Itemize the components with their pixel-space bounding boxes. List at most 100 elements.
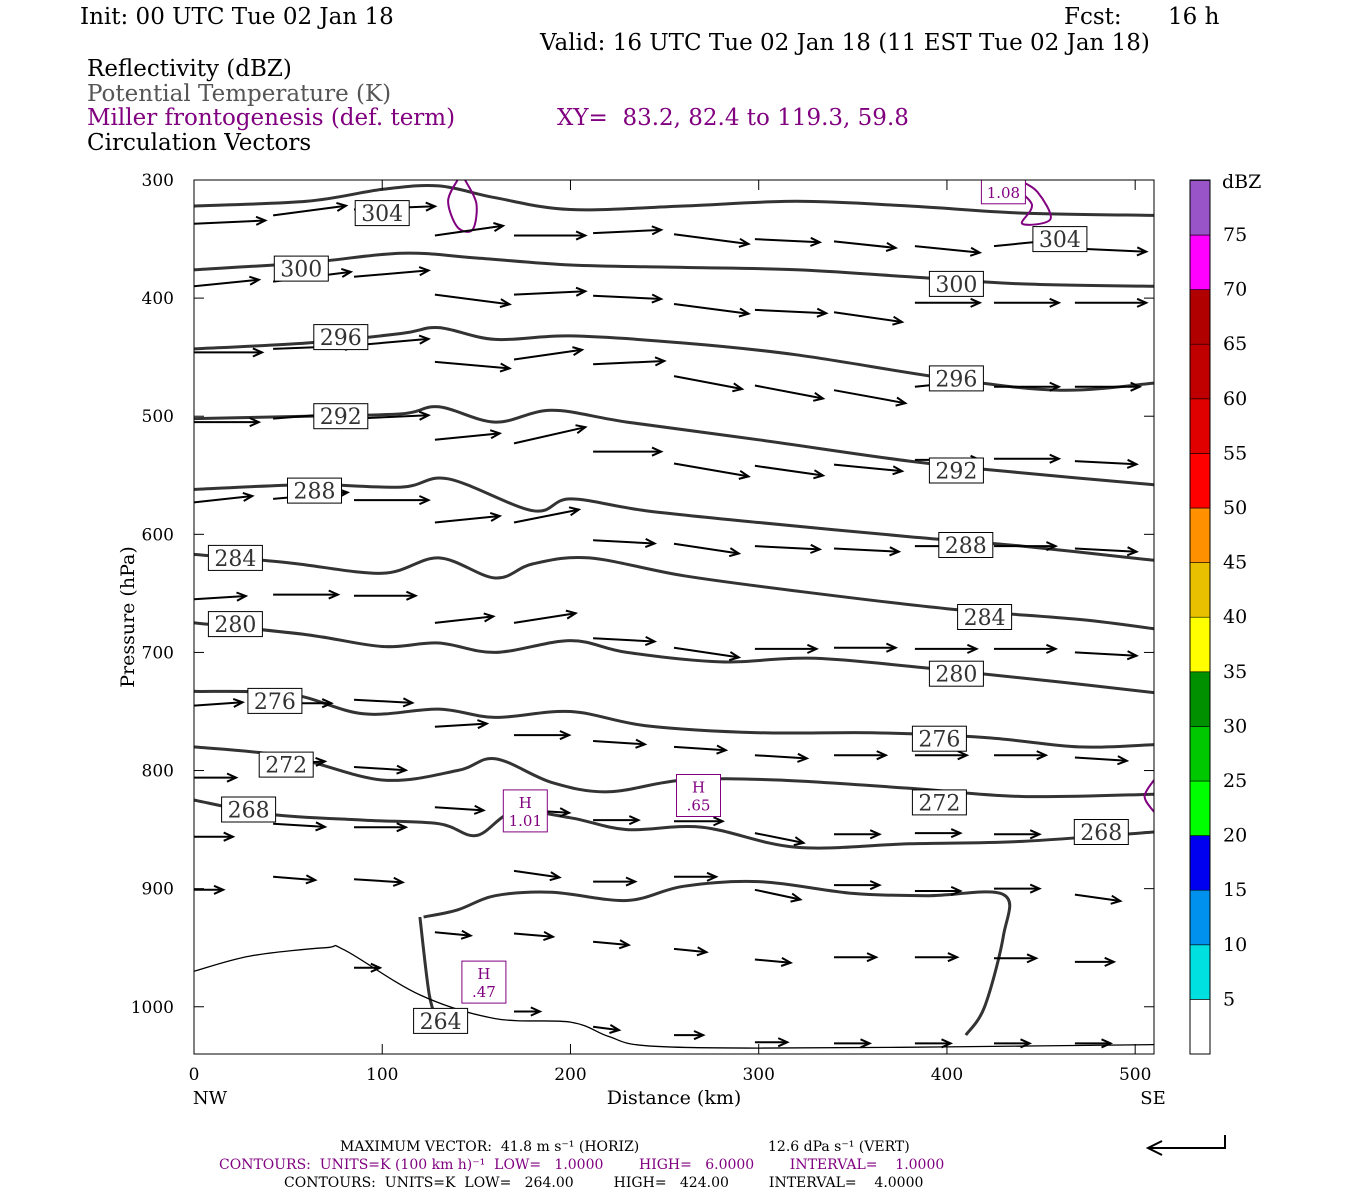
vector-head (895, 396, 908, 407)
circulation-vector (513, 424, 588, 445)
circulation-vector (592, 1024, 622, 1034)
theta-label-text: 264 (420, 1010, 462, 1035)
vector-shaft (673, 947, 707, 954)
vector-head (305, 874, 318, 885)
circulation-vector (272, 201, 349, 217)
circulation-vector (1074, 1038, 1114, 1049)
vector-shaft (673, 233, 749, 245)
circulation-vector (994, 381, 1062, 392)
vector-head (644, 636, 658, 647)
vector-head (1136, 246, 1149, 257)
vector-head (213, 884, 226, 895)
vector-head (941, 1038, 954, 1049)
vector-shaft (833, 240, 896, 249)
vector-shaft (593, 539, 655, 545)
field-theta: Potential Temperature (K) (87, 81, 392, 107)
frontogenesis-label-box (461, 960, 507, 1004)
colorbar-segment (1189, 453, 1211, 509)
field-reflectivity: Reflectivity (dBZ) (87, 56, 292, 82)
colorbar-level-label: 10 (1223, 934, 1247, 956)
theta-contour-label: 300 (928, 270, 984, 298)
theta-contour-label: 304 (1032, 226, 1088, 253)
circulation-vector (833, 546, 902, 557)
circulation-vector (514, 1006, 543, 1017)
circulation-vector (914, 643, 979, 654)
vector-shaft (593, 360, 665, 366)
circulation-vector (674, 816, 726, 827)
circulation-vector (754, 543, 823, 554)
y-tick-label: 700 (142, 643, 174, 663)
theta-label-box (207, 611, 263, 638)
circulation-vector (833, 240, 899, 252)
vector-shaft (194, 278, 259, 288)
colorbar-title: dBZ (1222, 171, 1261, 193)
circulation-vector (194, 884, 226, 895)
circulation-vector (194, 417, 262, 428)
vector-head (810, 543, 823, 554)
vector-head (947, 952, 960, 963)
circulation-vector (1074, 650, 1139, 661)
colorbar-level-label: 70 (1223, 279, 1247, 301)
vector-shaft (434, 615, 494, 624)
theta-contour-label: 296 (928, 365, 984, 392)
frontogenesis-contour (447, 180, 478, 233)
vector-head (892, 465, 905, 476)
circulation-vector (593, 538, 658, 549)
vector-head (575, 230, 588, 241)
theta-label-text: 300 (280, 258, 322, 283)
circulation-vector (434, 804, 486, 815)
vector-head (232, 697, 246, 708)
circulation-vector (834, 829, 882, 840)
colorbar-level-label: 30 (1223, 715, 1247, 737)
colorbar-segment (1189, 999, 1211, 1055)
circulation-vector (833, 311, 905, 326)
colorbar-segment (1189, 889, 1211, 946)
vector-head (706, 871, 719, 882)
vector-head (651, 293, 664, 304)
frontogenesis-max-value: 1.08 (987, 184, 1020, 202)
theta-label-box (928, 270, 984, 297)
circulation-vector (434, 360, 512, 373)
theta-contour-label: 296 (313, 324, 369, 351)
circulation-vector (434, 429, 503, 441)
vector-head (738, 307, 751, 318)
theta-label-text: 300 (935, 273, 977, 298)
circulation-vector (434, 222, 506, 237)
init-time: Init: 00 UTC Tue 02 Jan 18 (80, 4, 394, 30)
circulation-vector (994, 541, 1059, 552)
vector-head (625, 876, 638, 887)
vector-head (696, 946, 709, 957)
circulation-vector (994, 453, 1062, 464)
vector-shaft (513, 348, 583, 361)
vector-head (793, 836, 806, 847)
circulation-vector (354, 495, 431, 506)
vector-shaft (673, 462, 749, 478)
circulation-vector (833, 389, 908, 407)
theta-label-box (221, 796, 277, 823)
colorbar-level-label: 60 (1223, 388, 1247, 410)
colorbar-level-label: 75 (1223, 224, 1247, 246)
frontogenesis-max-symbol: H (519, 794, 532, 812)
vector-shaft (593, 637, 655, 643)
vector-shaft (833, 311, 903, 323)
circulation-vector (354, 962, 383, 973)
vector-shaft (914, 245, 980, 254)
vector-shaft (434, 722, 487, 728)
circulation-vector (353, 876, 406, 887)
frontogenesis-label-box (502, 789, 548, 833)
vector-head (418, 334, 431, 345)
x-tick-label: 300 (742, 1065, 774, 1085)
vector-head (738, 237, 751, 248)
vector-head (370, 962, 383, 973)
vector-shaft (593, 740, 645, 746)
circulation-vector (273, 821, 328, 832)
vector-head (1126, 458, 1139, 469)
vector-head (340, 267, 354, 278)
circulation-vector (914, 750, 970, 761)
vector-head (1049, 453, 1062, 464)
y-tick-label: 600 (142, 525, 174, 545)
vector-head (402, 697, 415, 708)
circulation-vector (513, 609, 579, 624)
theta-label-box (313, 324, 369, 351)
vector-head (392, 876, 406, 887)
